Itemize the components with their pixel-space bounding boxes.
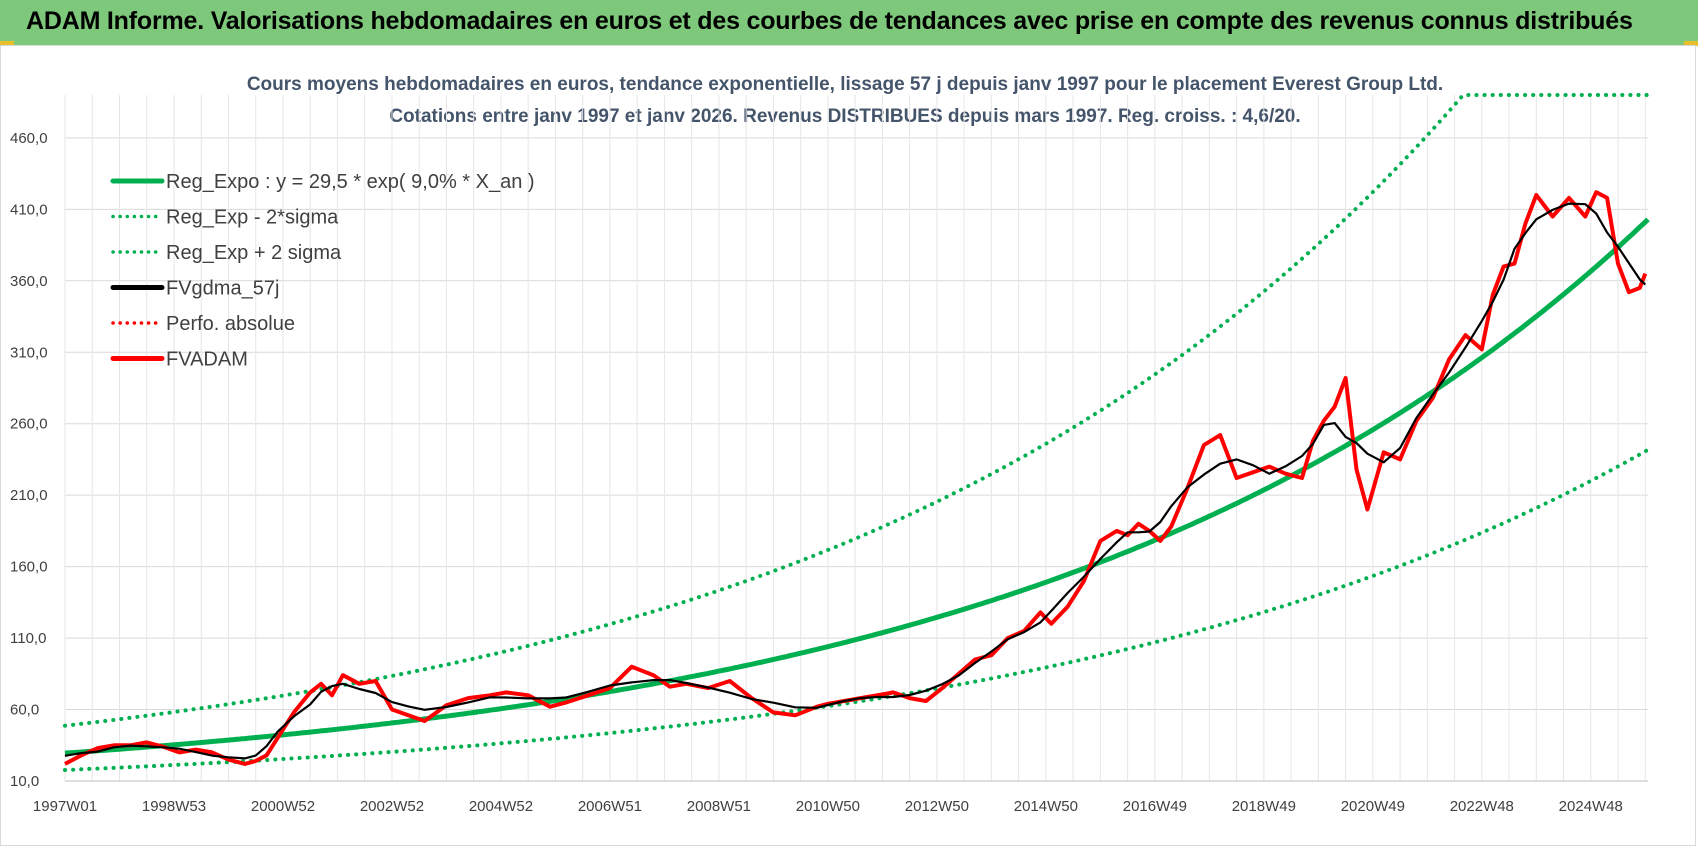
x-tick-label: 1997W01 (33, 798, 97, 815)
y-tick-label: 260,0 (10, 416, 48, 433)
page-title: ADAM Informe. Valorisations hebdomadaire… (26, 7, 1633, 35)
legend-label: Reg_Exp - 2*sigma (166, 207, 339, 229)
x-axis-ticks: 1997W01 1998W53 2000W52 2002W52 2004W52 2006W… (33, 798, 1623, 815)
legend-label: Reg_Exp + 2 sigma (166, 242, 342, 264)
y-tick-label: 210,0 (10, 487, 48, 504)
reg-exp-minus-2sigma-line (63, 447, 1650, 772)
x-tick-label: 2024W48 (1559, 798, 1623, 815)
corner-marker (1684, 41, 1698, 46)
series-layer (63, 93, 1650, 772)
x-tick-label: 1998W53 (142, 798, 206, 815)
legend-label: Perfo. absolue (166, 313, 295, 335)
corner-marker (0, 41, 14, 46)
x-tick-label: 2004W52 (469, 798, 533, 815)
y-tick-label: 460,0 (10, 130, 48, 147)
y-tick-label: 110,0 (10, 630, 46, 647)
x-tick-label: 2010W50 (796, 798, 860, 815)
y-tick-label: 410,0 (10, 201, 48, 218)
y-tick-label: 10,0 (10, 773, 39, 790)
chart-frame (0, 45, 1696, 846)
legend: Reg_Expo : y = 29,5 * exp( 9,0% * X_an )… (110, 171, 535, 371)
x-tick-label: 2012W50 (905, 798, 969, 815)
x-tick-label: 2022W48 (1450, 798, 1514, 815)
chart-title-line-2: Cotations entre janv 1997 et janv 2026. … (389, 106, 1300, 127)
y-tick-label: 310,0 (10, 344, 48, 361)
reg-expo-line (64, 217, 1650, 756)
chart-title-line-1: Cours moyens hebdomadaires en euros, ten… (247, 74, 1443, 95)
x-tick-label: 2006W51 (578, 798, 642, 815)
legend-label: FVgdma_57j (166, 278, 279, 300)
x-tick-label: 2018W49 (1232, 798, 1296, 815)
x-tick-label: 2002W52 (360, 798, 424, 815)
fvadam-line (64, 190, 1648, 766)
x-tick-label: 2020W49 (1341, 798, 1405, 815)
legend-label: Reg_Expo : y = 29,5 * exp( 9,0% * X_an ) (166, 171, 535, 193)
legend-label: FVADAM (166, 349, 248, 371)
title-banner: ADAM Informe. Valorisations hebdomadaire… (0, 0, 1698, 45)
fvgdma-57j-line (64, 202, 1647, 760)
x-tick-label: 2000W52 (251, 798, 315, 815)
x-tick-label: 2008W51 (687, 798, 751, 815)
y-tick-label: 360,0 (10, 273, 48, 290)
y-tick-label: 160,0 (10, 559, 48, 576)
x-tick-label: 2016W49 (1123, 798, 1187, 815)
y-tick-label: 60,0 (10, 702, 39, 719)
y-axis-ticks: 10,0 60,0 110,0 160,0 210,0 260,0 310,0 360,0 41… (10, 130, 48, 790)
x-tick-label: 2014W50 (1014, 798, 1078, 815)
